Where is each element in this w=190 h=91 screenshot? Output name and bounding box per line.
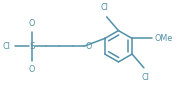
Text: Cl: Cl bbox=[142, 73, 150, 82]
Text: Cl: Cl bbox=[101, 3, 109, 12]
Text: OMe: OMe bbox=[155, 34, 173, 43]
Text: O: O bbox=[29, 19, 35, 28]
Text: Cl: Cl bbox=[2, 42, 10, 51]
Text: O: O bbox=[85, 42, 91, 51]
Text: S: S bbox=[29, 42, 35, 51]
Text: O: O bbox=[29, 65, 35, 74]
